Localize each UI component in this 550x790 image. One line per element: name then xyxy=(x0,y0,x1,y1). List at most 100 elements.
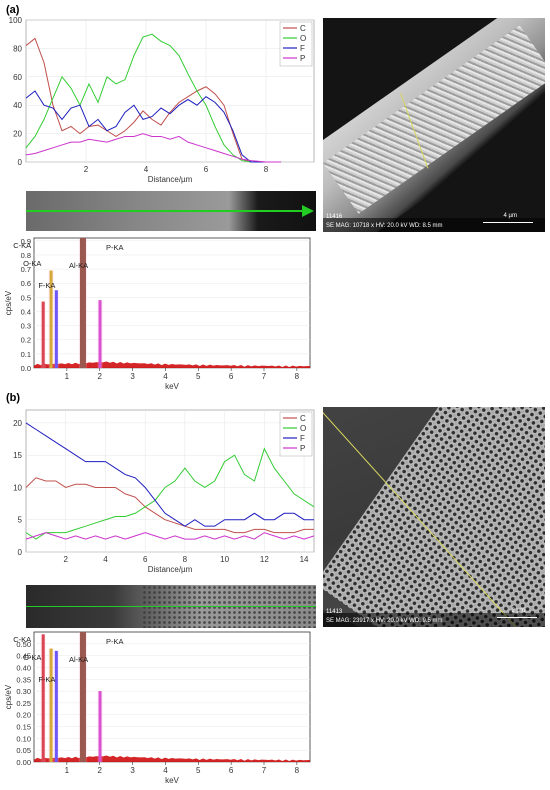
linescan-strip-b xyxy=(26,585,316,628)
peak-Al-KA xyxy=(79,238,86,368)
legend-label-C: C xyxy=(300,414,306,423)
legend-label-O: O xyxy=(300,424,306,433)
y-tick-label: 0.35 xyxy=(16,675,31,684)
series-line-P xyxy=(25,532,315,540)
x-tick-label: 1 xyxy=(65,766,70,775)
x-tick-label: 6 xyxy=(229,372,234,381)
plot-area xyxy=(33,631,311,763)
panel-a-label: (a) xyxy=(6,4,20,16)
x-tick-label: 6 xyxy=(204,165,209,174)
y-tick-label: 0.5 xyxy=(21,293,31,302)
peak-F-KA xyxy=(54,650,58,762)
y-tick-label: 0.45 xyxy=(16,652,31,661)
x-tick-label: 5 xyxy=(196,766,201,775)
series-line-C xyxy=(25,37,281,163)
legend-label-F: F xyxy=(300,44,305,53)
peak-C-KA xyxy=(41,634,45,762)
peak-label: F-KA xyxy=(38,281,55,290)
y-tick-label: 80 xyxy=(13,44,22,53)
x-tick-label: 5 xyxy=(196,372,201,381)
x-tick-label: 2 xyxy=(97,372,102,381)
series-line-O xyxy=(25,33,281,163)
peak-halo xyxy=(97,691,103,762)
peak-label: O-KA xyxy=(23,653,41,662)
plot-area xyxy=(25,409,315,553)
y-tick-label: 15 xyxy=(13,451,22,460)
y-tick-label: 0.25 xyxy=(16,699,31,708)
peak-halo xyxy=(78,632,87,762)
peak-halo xyxy=(48,648,54,762)
x-tick-label: 8 xyxy=(183,555,188,564)
peak-label: F-KA xyxy=(38,675,55,684)
peak-O-KA xyxy=(49,648,53,762)
x-tick-label: 4 xyxy=(163,372,168,381)
plot-area xyxy=(25,19,315,163)
x-tick-label: 14 xyxy=(300,555,309,564)
series-line-F xyxy=(25,422,314,527)
peak-halo xyxy=(53,290,59,368)
spectrum-continuum xyxy=(34,361,310,368)
legend-box xyxy=(279,411,313,457)
y-tick-label: 0.7 xyxy=(21,265,31,274)
eds-spectrum-a: 0.0 0.1 0.2 0.3 0.4 0.5 0.6 0.7 0.8 0.9 1 2 3 4 5 6 7 8 ke… xyxy=(4,237,311,391)
peak-O-KA xyxy=(49,270,53,368)
x-tick-label: 7 xyxy=(262,766,267,775)
sem-info: SE MAG: 10718 x HV: 20.0 kV WD: 8.5 mm xyxy=(326,223,443,229)
legend-label-O: O xyxy=(300,34,306,43)
y-tick-label: 60 xyxy=(13,73,22,82)
y-tick-label: 0.0 xyxy=(21,364,31,373)
y-tick-label: 5 xyxy=(18,516,23,525)
legend-label-F: F xyxy=(300,434,305,443)
y-tick-label: 0.9 xyxy=(21,237,31,246)
spectrum-continuum xyxy=(34,755,310,762)
peak-halo xyxy=(40,301,46,368)
y-tick-label: 0.50 xyxy=(16,640,31,649)
peak-Al-KA xyxy=(79,632,86,762)
y-tick-label: 0.15 xyxy=(16,723,31,732)
x-axis-label: Distance/µm xyxy=(148,175,193,184)
sem-scale-label: 2 µm xyxy=(511,608,525,614)
legend-label-C: C xyxy=(300,24,306,33)
eds-spectrum-b: 0.00 0.05 0.10 0.15 0.20 0.25 0.30 0.35 0.40 0.45… xyxy=(4,631,311,785)
x-tick-label: 8 xyxy=(295,766,300,775)
y-tick-label: 0.3 xyxy=(21,322,31,331)
y-tick-label: 0.05 xyxy=(16,746,31,755)
legend-label-P: P xyxy=(300,444,305,453)
x-tick-label: 10 xyxy=(220,555,229,564)
peak-C-KA xyxy=(41,301,45,368)
y-tick-label: 100 xyxy=(9,16,23,25)
y-tick-label: 0.1 xyxy=(21,350,31,359)
sem-info: SE MAG: 23917 x HV: 20.0 kV WD: 9.5 mm xyxy=(326,618,443,624)
peak-label: Al-KA xyxy=(69,261,88,270)
y-tick-label: 0.2 xyxy=(21,336,31,345)
x-tick-label: 8 xyxy=(295,372,300,381)
peak-P-KA xyxy=(98,691,102,762)
x-tick-label: 6 xyxy=(229,766,234,775)
x-axis-label: keV xyxy=(165,382,179,391)
sem-caption-a: 11416 SE MAG: 10718 x HV: 20.0 kV WD: 8.… xyxy=(323,213,545,232)
x-tick-label: 6 xyxy=(143,555,148,564)
y-tick-label: 0.4 xyxy=(21,307,31,316)
peak-P-KA xyxy=(98,300,102,368)
peak-halo xyxy=(78,238,87,368)
x-tick-label: 2 xyxy=(84,165,89,174)
x-tick-label: 1 xyxy=(65,372,70,381)
peak-halo xyxy=(40,634,46,762)
y-tick-label: 0.40 xyxy=(16,663,31,672)
peak-label: C-KA xyxy=(13,635,31,644)
x-tick-label: 2 xyxy=(63,555,68,564)
x-tick-label: 3 xyxy=(130,372,135,381)
peak-label: P-KA xyxy=(106,243,124,252)
y-tick-label: 0.8 xyxy=(21,251,31,260)
x-tick-label: 2 xyxy=(97,766,102,775)
sem-image-b: 11413 SE MAG: 23917 x HV: 20.0 kV WD: 9.… xyxy=(323,407,545,627)
peak-label: P-KA xyxy=(106,637,124,646)
series-line-O xyxy=(25,447,315,540)
sem-id: 11416 xyxy=(326,214,343,220)
series-line-F xyxy=(25,90,281,163)
sem-id: 11413 xyxy=(326,609,343,615)
y-tick-label: 0.6 xyxy=(21,279,31,288)
y-tick-label: 0 xyxy=(18,158,23,167)
sem-scale-label: 4 µm xyxy=(503,213,517,219)
series-line-C xyxy=(25,477,314,534)
